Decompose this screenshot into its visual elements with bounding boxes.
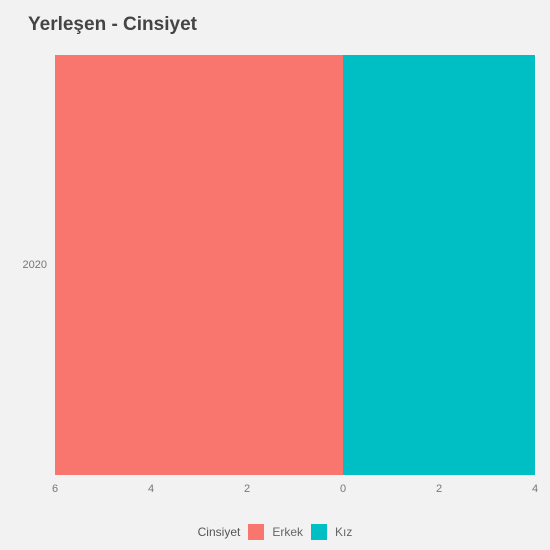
legend-label-kiz: Kız [335, 525, 352, 539]
x-tick-label: 2 [436, 483, 442, 495]
x-tick-label: 6 [52, 483, 58, 495]
plot-area: 6420242020 [55, 55, 535, 475]
bar-kız [343, 55, 535, 475]
gridline-v [535, 55, 536, 475]
x-tick-label: 4 [148, 483, 154, 495]
legend: Cinsiyet Erkek Kız [0, 524, 550, 540]
legend-label-erkek: Erkek [272, 525, 303, 539]
legend-title: Cinsiyet [198, 525, 241, 539]
x-tick-label: 2 [244, 483, 250, 495]
y-tick-label: 2020 [23, 259, 55, 271]
legend-swatch-erkek [248, 524, 264, 540]
chart-title: Yerleşen - Cinsiyet [28, 14, 197, 36]
bar-erkek [55, 55, 343, 475]
legend-swatch-kiz [311, 524, 327, 540]
x-tick-label: 0 [340, 483, 346, 495]
x-tick-label: 4 [532, 483, 538, 495]
chart-container: Yerleşen - Cinsiyet 6420242020 Cinsiyet … [0, 0, 550, 550]
